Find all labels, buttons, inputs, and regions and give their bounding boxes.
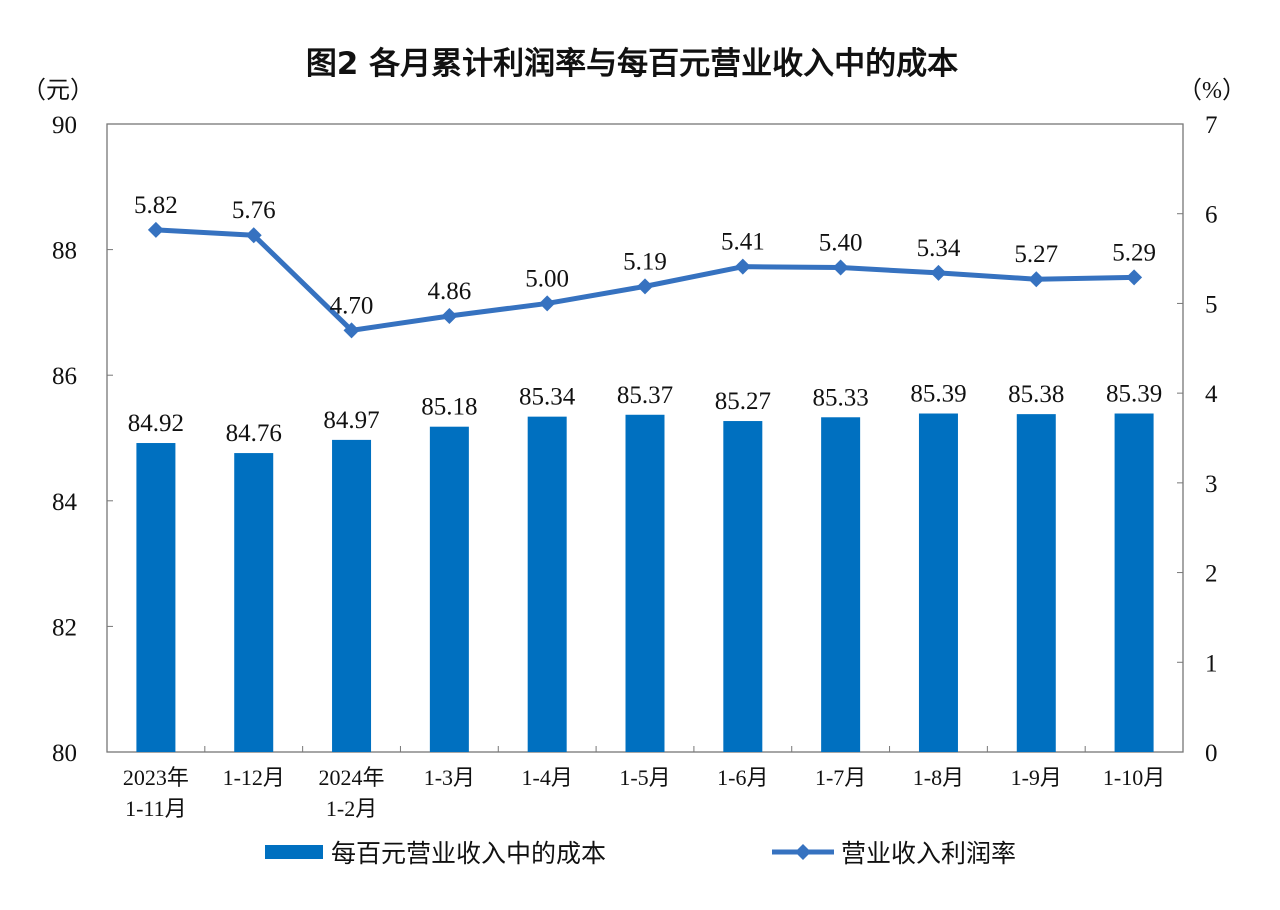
line-marker [245, 227, 262, 244]
bar [723, 421, 763, 752]
bar [1114, 413, 1154, 752]
left-axis-tick-label: 88 [52, 238, 77, 265]
bar [234, 453, 274, 752]
left-axis-tick-label: 82 [52, 614, 77, 641]
bar [821, 417, 861, 752]
x-axis-tick-label: 1-12月 [223, 765, 285, 790]
right-axis-tick-label: 3 [1205, 471, 1218, 498]
bar-data-label: 85.39 [1106, 381, 1162, 408]
line-data-label: 4.70 [330, 292, 374, 319]
legend-line-marker [795, 844, 811, 860]
legend-bar-swatch [265, 845, 323, 859]
x-axis-tick-label: 1-3月 [424, 765, 475, 790]
bar-data-label: 85.27 [715, 388, 771, 415]
bar [625, 414, 665, 752]
line-marker [1126, 269, 1143, 286]
x-axis-tick-label: 1-8月 [913, 765, 964, 790]
legend: 每百元营业收入中的成本 营业收入利润率 [265, 840, 1016, 868]
right-axis-tick-label: 6 [1205, 202, 1218, 229]
x-axis-tick-label: 1-9月 [1011, 765, 1062, 790]
line-marker [147, 221, 164, 238]
right-axis-unit: （%） [1178, 78, 1246, 104]
bar-data-label: 85.34 [519, 384, 576, 411]
bar-data-label: 85.33 [813, 384, 869, 411]
x-axis-tick-label: 2024年 [319, 765, 385, 790]
right-axis-tick-label: 4 [1205, 381, 1218, 408]
line-marker [539, 295, 556, 312]
bar-data-label: 84.76 [226, 420, 282, 447]
x-axis-tick-label: 1-2月 [326, 796, 377, 821]
bar [332, 439, 372, 752]
left-axis-tick-label: 86 [52, 363, 77, 390]
line-data-label: 5.41 [721, 229, 765, 256]
bar-data-label: 84.97 [323, 407, 379, 434]
bar [136, 443, 176, 752]
bar-data-label: 85.39 [910, 381, 966, 408]
legend-line-label: 营业收入利润率 [841, 840, 1016, 868]
left-axis-tick-label: 90 [52, 112, 77, 139]
line-data-label: 5.40 [819, 230, 863, 257]
right-axis-tick-label: 2 [1205, 561, 1218, 588]
line-marker [930, 264, 947, 281]
left-axis-tick-label: 84 [52, 489, 78, 516]
x-axis-tick-label: 1-7月 [815, 765, 866, 790]
line-data-label: 4.86 [427, 278, 471, 305]
left-axis-tick-label: 80 [52, 740, 77, 767]
x-axis-tick-label: 1-10月 [1103, 765, 1165, 790]
x-axis-tick-label: 1-4月 [522, 765, 573, 790]
line-marker [637, 278, 653, 295]
right-axis-tick-label: 7 [1205, 112, 1218, 139]
chart-title: 图2 各月累计利润率与每百元营业收入中的成本 [306, 46, 958, 82]
x-axis-tick-label: 1-6月 [717, 765, 768, 790]
line-data-label: 5.27 [1014, 241, 1058, 268]
line-marker [343, 322, 360, 339]
legend-bar-label: 每百元营业收入中的成本 [331, 840, 606, 868]
line-marker [1028, 271, 1045, 288]
bar [1016, 414, 1056, 752]
bar-data-label: 85.38 [1008, 381, 1064, 408]
line-data-label: 5.00 [525, 265, 569, 292]
bar [527, 416, 567, 752]
line-marker [734, 258, 751, 275]
line-marker [441, 307, 458, 324]
line-data-label: 5.76 [232, 197, 276, 224]
right-axis-tick-label: 1 [1205, 650, 1218, 677]
bar-data-label: 84.92 [128, 410, 184, 437]
line-data-label: 5.19 [623, 248, 667, 275]
line-marker [832, 259, 849, 276]
bar-data-label: 85.18 [421, 394, 477, 421]
line-data-label: 5.34 [917, 235, 961, 262]
left-axis-unit: （元） [22, 78, 94, 104]
bar [429, 426, 469, 752]
x-axis-tick-label: 1-11月 [125, 796, 187, 821]
line-data-label: 5.29 [1112, 239, 1156, 266]
bar [918, 413, 958, 752]
right-axis-tick-label: 5 [1205, 291, 1218, 318]
x-axis-tick-label: 2023年 [123, 765, 189, 790]
x-axis-tick-label: 1-5月 [619, 765, 670, 790]
line-data-label: 5.82 [134, 192, 178, 219]
bar-data-label: 85.37 [617, 382, 673, 409]
right-axis-tick-label: 0 [1205, 740, 1218, 767]
